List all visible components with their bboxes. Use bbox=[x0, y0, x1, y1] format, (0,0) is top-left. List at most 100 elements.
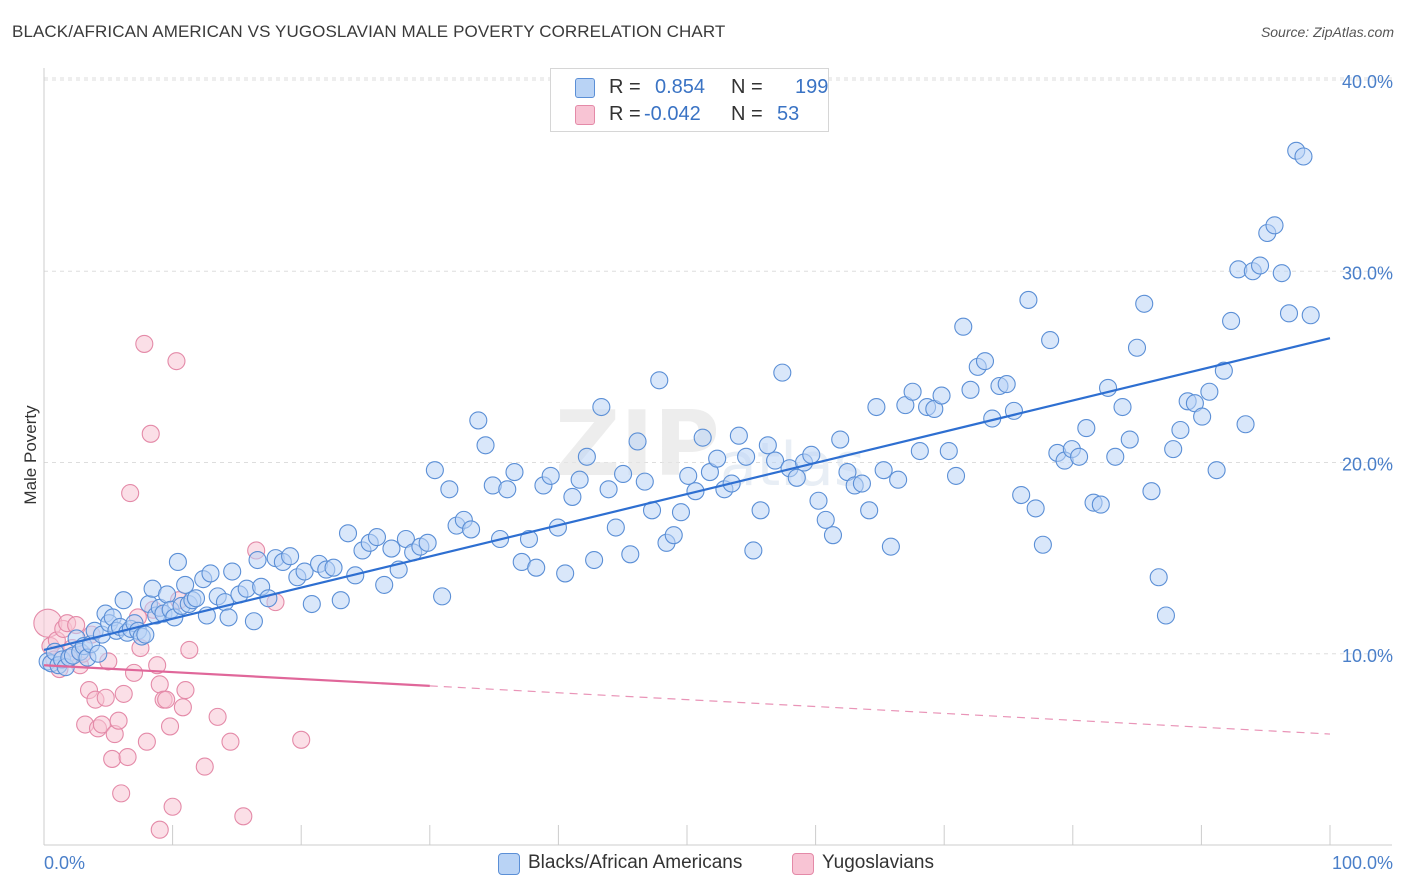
bottom-swatch-pink bbox=[792, 853, 814, 875]
chart-title: BLACK/AFRICAN AMERICAN VS YUGOSLAVIAN MA… bbox=[12, 22, 726, 41]
blacks-point bbox=[961, 380, 980, 399]
blacks-point bbox=[852, 474, 871, 493]
blacks-point bbox=[606, 518, 625, 537]
legend-n-label: N = bbox=[731, 103, 763, 125]
yugoslavians-trend-line bbox=[43, 664, 430, 687]
yugoslavians-point bbox=[92, 715, 111, 734]
blacks-point bbox=[563, 487, 582, 506]
blacks-point bbox=[375, 575, 394, 594]
blacks-point bbox=[1120, 430, 1139, 449]
blacks-point bbox=[1171, 420, 1190, 440]
blacks-point bbox=[469, 411, 488, 430]
legend-n-value: 53 bbox=[777, 103, 800, 125]
blacks-point bbox=[997, 375, 1016, 394]
blacks-point bbox=[1077, 419, 1096, 438]
blacks-point bbox=[418, 533, 437, 552]
blacks-point bbox=[570, 470, 589, 489]
y-tick-label: 30.0% bbox=[1342, 263, 1393, 283]
blacks-point bbox=[592, 397, 611, 417]
correlation-legend: R = 0.854 N = 199 R = -0.042 N = 53 bbox=[550, 68, 829, 132]
yugoslavians-point bbox=[114, 684, 133, 703]
blacks-point bbox=[505, 463, 524, 482]
yugoslavians-point bbox=[141, 424, 160, 443]
legend-r-value: 0.854 bbox=[655, 76, 706, 98]
legend-swatch-pink bbox=[575, 105, 595, 125]
blacks-point bbox=[1091, 495, 1110, 514]
blacks-point bbox=[903, 382, 922, 401]
blacks-point bbox=[1149, 568, 1168, 587]
yugoslavians-point bbox=[157, 690, 176, 709]
blacks-point bbox=[751, 501, 770, 520]
blacks-point bbox=[440, 480, 459, 499]
tick-labels: 10.0% 20.0% 30.0% 40.0% 0.0% 100.0% bbox=[44, 72, 1393, 873]
blacks-point bbox=[954, 317, 973, 336]
blacks-point bbox=[462, 520, 481, 539]
blacks-point bbox=[635, 472, 654, 491]
blacks-point bbox=[860, 501, 879, 520]
blacks-point bbox=[599, 480, 618, 499]
blacks-point bbox=[223, 562, 242, 581]
y-tick-label: 20.0% bbox=[1342, 455, 1393, 475]
blacks-point bbox=[729, 426, 748, 445]
yugoslavians-point bbox=[150, 675, 169, 694]
blacks-point bbox=[679, 466, 698, 485]
blacks-point bbox=[259, 589, 278, 608]
yugoslavians-point bbox=[292, 730, 311, 749]
blacks-point bbox=[708, 449, 727, 468]
blacks-point bbox=[1207, 461, 1226, 480]
blacks-point bbox=[1250, 256, 1270, 275]
blacks-point bbox=[671, 503, 691, 522]
legend-r-label: R = bbox=[609, 76, 641, 98]
blacks-point bbox=[168, 552, 187, 572]
blacks-point bbox=[621, 545, 640, 564]
blacks-point bbox=[1272, 264, 1291, 283]
y-axis-label: Male Poverty bbox=[21, 405, 40, 505]
x-tick-label: 0.0% bbox=[44, 853, 85, 873]
blacks-point bbox=[693, 428, 712, 447]
blacks-point bbox=[1301, 306, 1320, 325]
blacks-point bbox=[519, 529, 539, 549]
blacks-point bbox=[281, 547, 300, 566]
blacks-point bbox=[295, 562, 314, 581]
blacks-point bbox=[758, 436, 777, 455]
bottom-legend-label: Yugoslavians bbox=[822, 852, 934, 873]
blacks-point bbox=[737, 447, 756, 466]
blacks-point bbox=[1279, 304, 1299, 323]
blacks-point bbox=[744, 541, 763, 560]
yugoslavians-point bbox=[135, 334, 154, 353]
blacks-point bbox=[367, 528, 387, 547]
blacks-point bbox=[614, 464, 633, 484]
blacks-point bbox=[1041, 331, 1060, 350]
y-tick-label: 10.0% bbox=[1342, 646, 1393, 666]
yugoslavians-point bbox=[208, 707, 227, 726]
blacks-point bbox=[176, 575, 195, 594]
blacks-point bbox=[577, 447, 596, 466]
blacks-point bbox=[831, 430, 850, 449]
legend-n-label: N = bbox=[731, 76, 763, 98]
legend-swatch-blue bbox=[575, 78, 595, 98]
bottom-swatch-blue bbox=[498, 853, 520, 875]
blacks-point bbox=[556, 564, 575, 583]
yugoslavians-point bbox=[124, 663, 144, 682]
blacks-point bbox=[527, 558, 546, 577]
yugoslavians-point bbox=[163, 797, 182, 816]
yugoslavians-point bbox=[221, 732, 240, 751]
blacks-point bbox=[650, 371, 669, 390]
blacks-point bbox=[787, 468, 806, 487]
yugoslavians-point bbox=[148, 656, 167, 675]
yugoslavians-point bbox=[150, 820, 169, 839]
yugoslavians-point bbox=[167, 352, 186, 371]
yugoslavians-point bbox=[137, 732, 156, 751]
x-tick-label: 100.0% bbox=[1332, 853, 1393, 873]
blacks-point bbox=[331, 591, 350, 610]
blacks-point bbox=[881, 537, 900, 556]
blacks-point bbox=[382, 539, 401, 558]
yugoslavians-point bbox=[173, 698, 192, 717]
blacks-point bbox=[773, 363, 792, 382]
blacks-point bbox=[939, 441, 958, 461]
blacks-point bbox=[1164, 440, 1183, 459]
blacks-point bbox=[433, 587, 452, 606]
yugoslavians-point bbox=[195, 757, 214, 776]
blacks-point bbox=[664, 526, 683, 545]
